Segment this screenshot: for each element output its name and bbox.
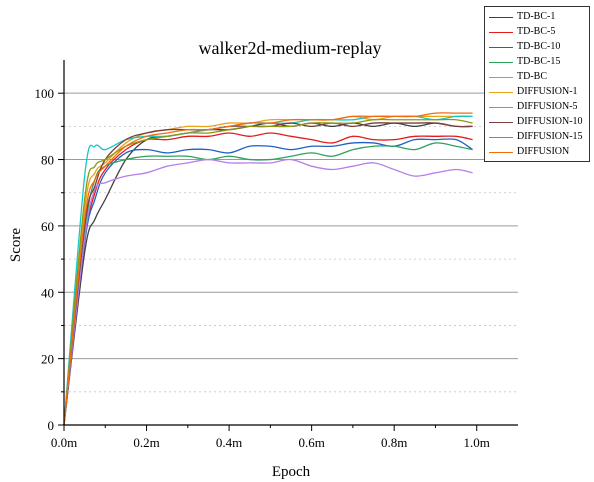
series-line-diffusion-10 (63, 122, 473, 426)
chart-title: walker2d-medium-replay (199, 38, 382, 58)
legend-label: DIFFUSION (517, 146, 570, 157)
y-tick-label: 20 (41, 352, 54, 367)
legend-item: TD-BC-15 (485, 55, 589, 69)
series-line-td-bc (63, 158, 473, 426)
axes: 0 20 40 60 80 100 0.0m 0.2m 0.4m 0.6m 0.8m 1.0m (35, 60, 518, 450)
legend-label: TD-BC-15 (517, 56, 561, 67)
x-tick-label: 1.0m (464, 435, 490, 450)
legend-label: DIFFUSION-1 (517, 86, 578, 97)
legend-label: DIFFUSION-15 (517, 131, 583, 142)
series-line-td-bc-1 (63, 122, 473, 426)
legend-item: DIFFUSION (485, 145, 589, 159)
legend-item: TD-BC-1 (485, 10, 589, 24)
legend-swatch (489, 107, 513, 108)
series-line-diffusion (63, 112, 473, 426)
legend-label: TD-BC-10 (517, 41, 561, 52)
legend-label: TD-BC-5 (517, 26, 556, 37)
x-tick-label: 0.2m (133, 435, 159, 450)
y-axis-label: Score (8, 228, 24, 262)
x-tick-label: 0.4m (216, 435, 242, 450)
legend-item: DIFFUSION-5 (485, 100, 589, 114)
legend-swatch (489, 92, 513, 93)
legend-swatch (489, 32, 513, 33)
x-tick-label: 0.0m (51, 435, 77, 450)
series-line-td-bc-5 (63, 132, 473, 426)
legend-swatch (489, 122, 513, 123)
legend-item: TD-BC-10 (485, 40, 589, 54)
series-line-td-bc-15 (63, 142, 473, 426)
legend-swatch (489, 62, 513, 63)
series-line-td-bc-10 (63, 138, 473, 426)
legend-item: TD-BC (485, 70, 589, 84)
legend-swatch (489, 137, 513, 138)
y-tick-label: 0 (48, 418, 55, 433)
series-line-diffusion-15 (63, 118, 473, 426)
x-tick-label: 0.6m (298, 435, 324, 450)
legend-swatch (489, 47, 513, 48)
y-tick-label: 40 (41, 285, 54, 300)
legend-label: DIFFUSION-5 (517, 101, 578, 112)
legend-swatch (489, 152, 513, 153)
legend: TD-BC-1 TD-BC-5 TD-BC-10 TD-BC-15 TD-BC DIFFU… (484, 6, 590, 162)
y-tick-label: 100 (35, 86, 55, 101)
legend-item: DIFFUSION-1 (485, 85, 589, 99)
x-tick-label: 0.8m (381, 435, 407, 450)
legend-label: TD-BC-1 (517, 11, 556, 22)
legend-label: DIFFUSION-10 (517, 116, 583, 127)
legend-swatch (489, 17, 513, 18)
legend-item: TD-BC-5 (485, 25, 589, 39)
legend-item: DIFFUSION-15 (485, 130, 589, 144)
legend-item: DIFFUSION-10 (485, 115, 589, 129)
series-lines (63, 112, 473, 426)
y-tick-label: 60 (41, 219, 54, 234)
y-tick-label: 80 (41, 153, 54, 168)
x-axis-label: Epoch (272, 464, 311, 480)
legend-swatch (489, 77, 513, 78)
legend-label: TD-BC (517, 71, 547, 82)
